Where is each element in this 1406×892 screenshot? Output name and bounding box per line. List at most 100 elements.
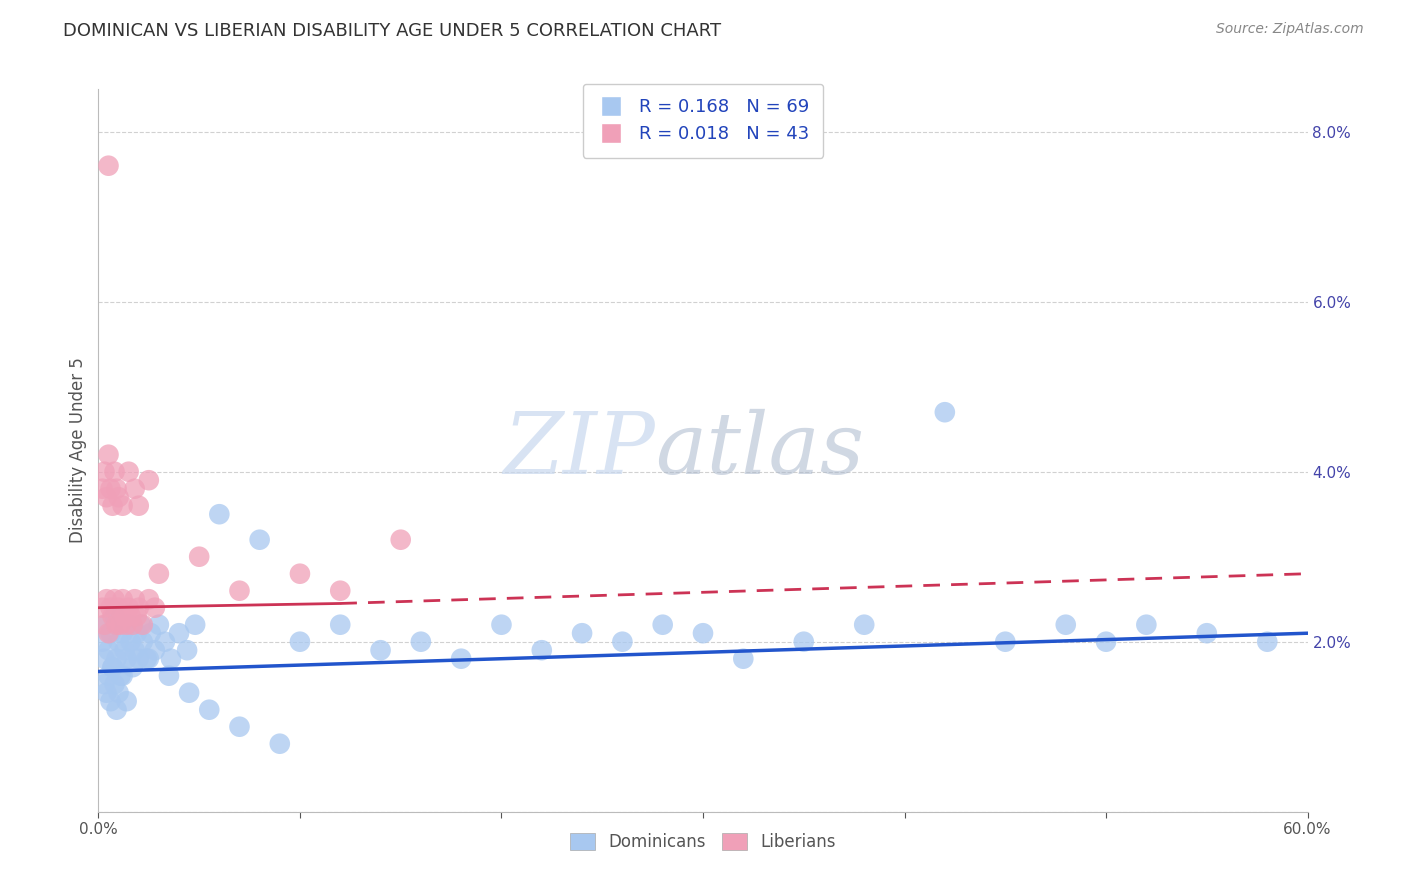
Point xyxy=(184,617,207,632)
Point xyxy=(124,592,146,607)
Point xyxy=(121,660,143,674)
Point xyxy=(733,651,755,665)
Point xyxy=(143,643,166,657)
Point xyxy=(101,499,124,513)
Point xyxy=(120,609,142,624)
Point xyxy=(115,617,138,632)
Point xyxy=(103,677,125,691)
Point xyxy=(491,617,513,632)
Point xyxy=(934,405,956,419)
Point xyxy=(97,448,120,462)
Point xyxy=(93,677,115,691)
Point xyxy=(97,669,120,683)
Point xyxy=(115,651,138,665)
Point xyxy=(692,626,714,640)
Point xyxy=(97,626,120,640)
Point xyxy=(1135,617,1157,632)
Point xyxy=(101,660,124,674)
Point xyxy=(571,626,593,640)
Point xyxy=(111,592,134,607)
Point xyxy=(105,482,128,496)
Point xyxy=(288,634,311,648)
Point xyxy=(249,533,271,547)
Point xyxy=(118,465,141,479)
Point xyxy=(288,566,311,581)
Point xyxy=(96,592,118,607)
Point xyxy=(121,617,143,632)
Text: DOMINICAN VS LIBERIAN DISABILITY AGE UNDER 5 CORRELATION CHART: DOMINICAN VS LIBERIAN DISABILITY AGE UND… xyxy=(63,22,721,40)
Point xyxy=(124,482,146,496)
Point xyxy=(157,669,180,683)
Point xyxy=(100,600,122,615)
Point xyxy=(93,651,115,665)
Point xyxy=(450,651,472,665)
Point xyxy=(389,533,412,547)
Point xyxy=(100,626,122,640)
Point xyxy=(107,686,129,700)
Point xyxy=(132,634,155,648)
Legend: Dominicans, Liberians: Dominicans, Liberians xyxy=(564,826,842,857)
Y-axis label: Disability Age Under 5: Disability Age Under 5 xyxy=(69,358,87,543)
Point xyxy=(1256,634,1278,648)
Point xyxy=(96,686,118,700)
Point xyxy=(97,159,120,173)
Point xyxy=(125,626,148,640)
Point xyxy=(148,617,170,632)
Point xyxy=(91,634,114,648)
Point xyxy=(111,669,134,683)
Point xyxy=(612,634,634,648)
Point xyxy=(128,499,150,513)
Point xyxy=(793,634,815,648)
Point xyxy=(153,634,176,648)
Point xyxy=(176,643,198,657)
Point xyxy=(105,651,128,665)
Point xyxy=(139,626,162,640)
Point xyxy=(101,660,124,674)
Point xyxy=(91,482,114,496)
Point xyxy=(1095,634,1118,648)
Point xyxy=(100,482,122,496)
Point xyxy=(329,617,352,632)
Point xyxy=(128,600,150,615)
Point xyxy=(370,643,392,657)
Point xyxy=(208,507,231,521)
Point xyxy=(138,473,160,487)
Point xyxy=(651,617,673,632)
Point xyxy=(198,703,221,717)
Point xyxy=(329,583,352,598)
Point xyxy=(160,651,183,665)
Text: ZIP: ZIP xyxy=(503,409,655,491)
Point xyxy=(110,617,132,632)
Point xyxy=(994,634,1017,648)
Point xyxy=(103,592,125,607)
Point xyxy=(111,626,134,640)
Point xyxy=(118,600,141,615)
Point xyxy=(100,694,122,708)
Point xyxy=(269,737,291,751)
Point xyxy=(143,600,166,615)
Point xyxy=(101,609,124,624)
Point xyxy=(167,626,190,640)
Point xyxy=(138,651,160,665)
Point xyxy=(105,617,128,632)
Point xyxy=(228,720,250,734)
Point xyxy=(111,499,134,513)
Point xyxy=(114,609,136,624)
Point xyxy=(853,617,876,632)
Point xyxy=(107,634,129,648)
Point xyxy=(409,634,432,648)
Text: Source: ZipAtlas.com: Source: ZipAtlas.com xyxy=(1216,22,1364,37)
Point xyxy=(138,592,160,607)
Point xyxy=(179,686,201,700)
Point xyxy=(188,549,211,564)
Point xyxy=(135,651,157,665)
Point xyxy=(103,465,125,479)
Point xyxy=(120,634,142,648)
Point xyxy=(93,617,115,632)
Point xyxy=(97,643,120,657)
Point xyxy=(107,490,129,504)
Point xyxy=(132,617,155,632)
Point xyxy=(228,583,250,598)
Point xyxy=(110,669,132,683)
Point xyxy=(93,465,115,479)
